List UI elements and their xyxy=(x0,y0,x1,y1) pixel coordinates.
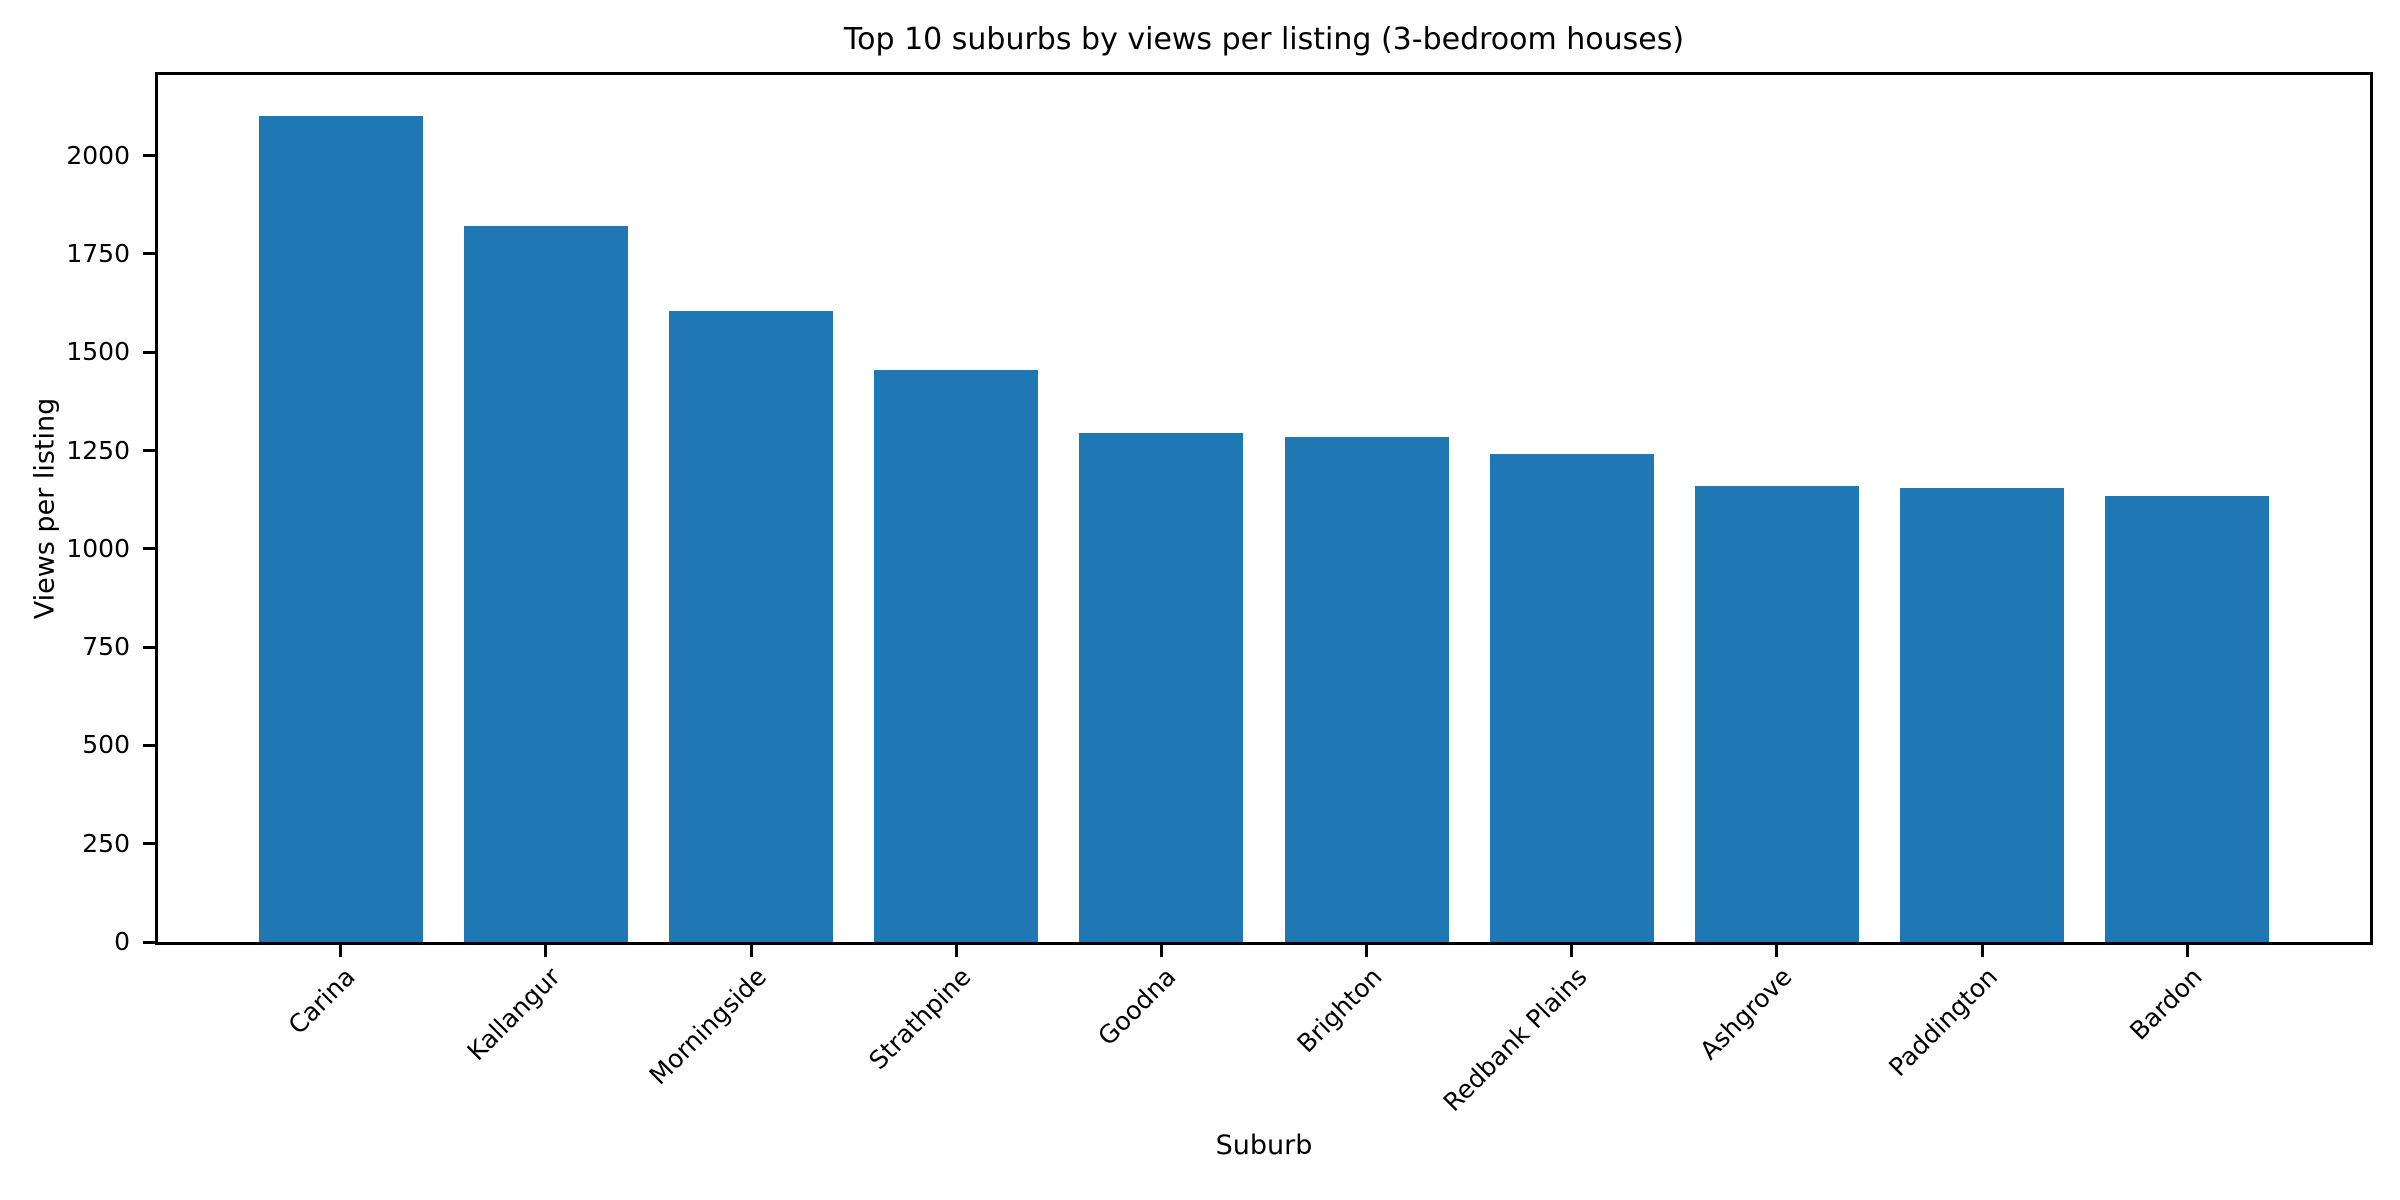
y-axis-label: Views per listing xyxy=(29,397,61,620)
x-tick-mark xyxy=(1365,945,1369,957)
chart-title: Top 10 suburbs by views per listing (3-b… xyxy=(843,22,1685,57)
x-tick-mark xyxy=(1980,945,1984,957)
x-tick-label: Redbank Plains xyxy=(1437,962,1593,1117)
y-tick-label: 750 xyxy=(82,632,130,662)
plot-area: 0 250 500 750 1000 1250 1500 1750 2000 Carina Kall… xyxy=(66,72,2373,1117)
x-tick-label: Kallangur xyxy=(462,962,567,1067)
y-tick-label: 1000 xyxy=(66,533,130,563)
x-tick-mark xyxy=(1570,945,1574,957)
y-tick-mark xyxy=(143,645,155,649)
x-tick-mark xyxy=(339,945,343,957)
x-tick-label: Strathpine xyxy=(863,962,977,1076)
bar-ashgrove xyxy=(1694,485,1860,942)
x-tick-label: Goodna xyxy=(1092,962,1182,1052)
x-tick-label: Ashgrove xyxy=(1694,962,1798,1066)
x-tick-mark xyxy=(1775,945,1779,957)
y-tick-mark xyxy=(143,547,155,551)
y-tick-mark xyxy=(143,449,155,452)
bar-carina xyxy=(258,116,423,942)
y-tick-label: 250 xyxy=(82,828,130,858)
x-axis-label: Suburb xyxy=(1215,1130,1313,1161)
bar-brighton xyxy=(1284,436,1449,942)
y-tick-mark xyxy=(143,743,155,747)
x-tick-label: Brighton xyxy=(1290,962,1388,1059)
y-tick-mark xyxy=(143,842,155,846)
y-axis-label-box: Views per listing xyxy=(8,75,82,942)
bar-morningside xyxy=(668,310,834,942)
bar-strathpine xyxy=(874,369,1039,942)
y-tick-label: 2000 xyxy=(66,140,130,170)
x-tick-label: Carina xyxy=(283,962,362,1040)
x-tick-mark xyxy=(749,945,753,957)
y-tick-label: 500 xyxy=(82,730,130,760)
y-tick-label: 1250 xyxy=(66,435,130,465)
y-tick-label: 1750 xyxy=(66,238,130,268)
bar-redbank-plains xyxy=(1489,454,1654,942)
x-tick-label: Paddington xyxy=(1882,962,2003,1082)
bar-bardon xyxy=(2105,495,2270,942)
x-tick-mark xyxy=(954,945,958,957)
y-tick-label: 1500 xyxy=(66,337,130,367)
x-tick-mark xyxy=(2185,945,2189,957)
y-tick-mark xyxy=(143,350,155,354)
x-tick-mark xyxy=(544,945,548,957)
y-tick-mark xyxy=(143,940,155,944)
x-tick-label: Bardon xyxy=(2124,962,2208,1046)
y-tick-mark xyxy=(143,252,155,256)
bar-kallangur xyxy=(463,226,628,942)
y-tick-label: 0 xyxy=(114,927,130,956)
y-tick-mark xyxy=(143,154,155,158)
bar-goodna xyxy=(1079,432,1244,942)
x-tick-label: Morningside xyxy=(643,962,772,1091)
bar-paddington xyxy=(1900,487,2065,942)
x-tick-mark xyxy=(1159,945,1163,957)
